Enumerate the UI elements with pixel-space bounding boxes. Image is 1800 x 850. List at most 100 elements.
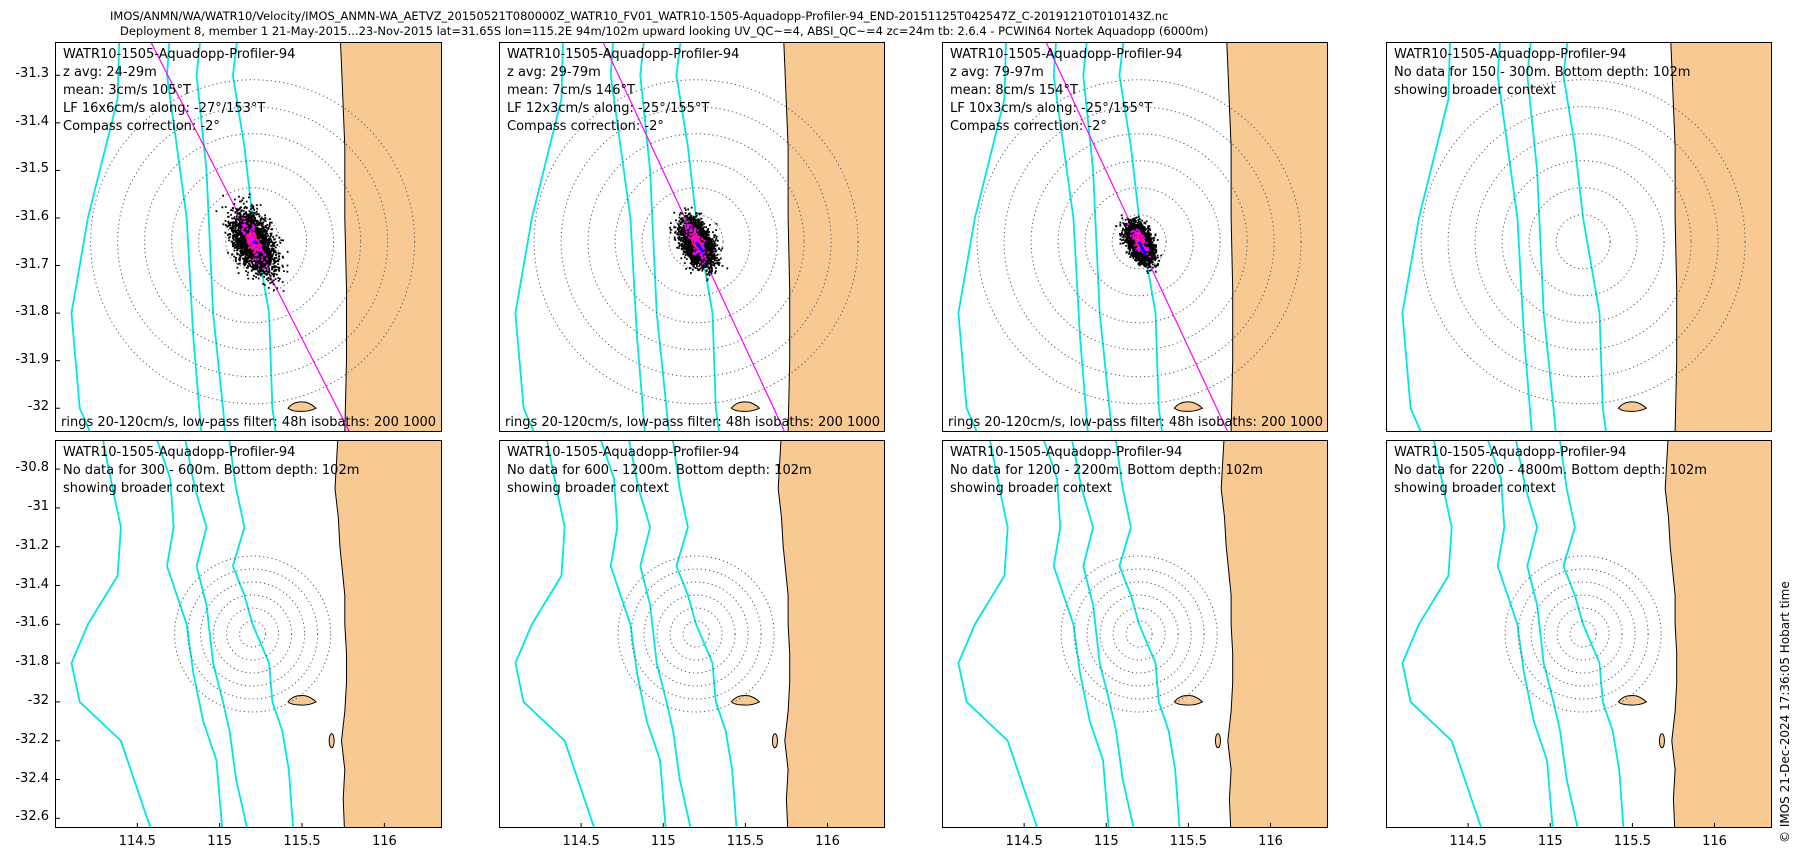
island-rottnest <box>1173 401 1204 412</box>
chart-panel-2: WATR10-1505-Aquadopp-Profiler-94 z avg: 2… <box>499 42 885 432</box>
speed-ring-20 <box>1111 214 1167 270</box>
panel-info-line: showing broader context <box>1394 83 1556 98</box>
isobath-line-2 <box>1082 42 1113 432</box>
panel-info-line: No data for 600 - 1200m. Bottom depth: 1… <box>507 463 812 478</box>
land-mass <box>777 440 885 828</box>
chart-panel-1: WATR10-1505-Aquadopp-Profiler-94 z avg: 2… <box>55 42 442 432</box>
speed-ring-100 <box>630 568 762 700</box>
speed-ring-100 <box>187 568 319 700</box>
isobath-line-2 <box>639 42 670 432</box>
speed-ring-60 <box>1099 594 1179 674</box>
isobath-line-3 <box>609 42 646 432</box>
y-tick-label: -31.8 <box>15 304 49 320</box>
isobath-line-2 <box>184 440 249 828</box>
y-tick-label: -32.4 <box>15 770 49 786</box>
mean-vector <box>252 240 259 245</box>
isobath-line-2 <box>1526 42 1557 432</box>
chart-panel-4: WATR10-1505-Aquadopp-Profiler-94 No data … <box>1386 42 1772 432</box>
panel-info-line: No data for 150 - 300m. Bottom depth: 10… <box>1394 65 1690 80</box>
panel-title: WATR10-1505-Aquadopp-Profiler-94 <box>950 47 1182 62</box>
speed-ring-40 <box>669 607 723 661</box>
isobath-line-4 <box>514 42 564 432</box>
speed-ring-20 <box>1569 620 1597 648</box>
panel-frame <box>499 440 885 828</box>
panel-info-line: mean: 8cm/s 154°T <box>950 83 1078 98</box>
panel-title: WATR10-1505-Aquadopp-Profiler-94 <box>1394 47 1626 62</box>
velocity-scatter <box>215 193 289 292</box>
panel-info-line: LF 10x3cm/s along: -25°/155°T <box>950 101 1152 116</box>
isobath-line-3 <box>166 42 203 432</box>
panel-info-line: mean: 7cm/s 146°T <box>507 83 635 98</box>
x-tick-label: 115 <box>207 834 233 849</box>
panel-info-line: z avg: 29-79m <box>507 65 601 80</box>
speed-ring-120 <box>90 79 416 405</box>
island-rottnest <box>730 401 761 412</box>
figure-title-path: IMOS/ANMN/WA/WATR10/Velocity/IMOS_ANMN-W… <box>110 9 1169 23</box>
panel-info-line: showing broader context <box>950 481 1112 496</box>
speed-ring-100 <box>1073 568 1205 700</box>
x-tick-label: 115.5 <box>283 834 321 849</box>
panel-title: WATR10-1505-Aquadopp-Profiler-94 <box>950 445 1182 460</box>
speed-ring-20 <box>239 620 267 648</box>
speed-ring-40 <box>226 607 280 661</box>
mean-vector <box>694 240 705 254</box>
island-rottnest <box>287 695 317 706</box>
speed-ring-120 <box>1420 79 1746 405</box>
speed-ring-60 <box>1057 160 1221 324</box>
y-tick-label: -31.5 <box>15 161 49 177</box>
panel-info-line: z avg: 24-29m <box>63 65 157 80</box>
y-tick-label: -31.6 <box>15 208 49 224</box>
x-tick-label: 114.5 <box>1005 834 1043 849</box>
speed-ring-100 <box>1517 568 1649 700</box>
panel-title: WATR10-1505-Aquadopp-Profiler-94 <box>63 445 295 460</box>
x-tick-label: 116 <box>1702 834 1727 849</box>
lowpass-points <box>1127 223 1151 258</box>
land-mass <box>1670 42 1772 432</box>
x-tick-label: 115 <box>650 834 676 849</box>
land-mass <box>1226 42 1328 432</box>
isobath-line-2 <box>1515 440 1579 828</box>
island-garden <box>771 733 778 749</box>
island-rottnest <box>1617 401 1648 412</box>
isobath-line-1 <box>1118 42 1164 432</box>
x-tick-label: 115 <box>1537 834 1563 849</box>
isobath-line-3 <box>1496 42 1533 432</box>
speed-ring-80 <box>1086 581 1192 687</box>
speed-ring-80 <box>1530 581 1636 687</box>
land-mass <box>340 42 442 432</box>
speed-ring-20 <box>682 620 710 648</box>
chart-panel-6: WATR10-1505-Aquadopp-Profiler-94 No data … <box>499 440 885 828</box>
isobath-line-4 <box>957 42 1007 432</box>
chart-panel-8: WATR10-1505-Aquadopp-Profiler-94 No data … <box>1386 440 1772 828</box>
speed-ring-120 <box>1504 555 1662 713</box>
speed-ring-40 <box>641 187 751 297</box>
island-rottnest <box>287 401 317 412</box>
speed-ring-40 <box>1112 607 1166 661</box>
x-tick-label: 115 <box>1093 834 1119 849</box>
panel-footer: rings 20-120cm/s, low-pass filter: 48h i… <box>505 415 885 430</box>
speed-ring-80 <box>587 133 805 351</box>
x-tick-label: 114.5 <box>118 834 156 849</box>
x-tick-label: 115.5 <box>1169 834 1207 849</box>
speed-ring-80 <box>1474 133 1692 351</box>
figure-subtitle: Deployment 8, member 1 21-May-2015...23-… <box>120 24 1209 38</box>
isobath-line-4 <box>514 440 596 828</box>
land-mass <box>783 42 885 432</box>
panel-info-line: LF 12x3cm/s along: -25°/155°T <box>507 101 709 116</box>
y-tick-label: -31.3 <box>15 66 49 82</box>
y-tick-label: -31 <box>27 498 49 514</box>
island-garden <box>328 733 335 749</box>
y-tick-label: -31.4 <box>15 113 49 129</box>
copyright-label: © IMOS 21-Dec-2024 17:36:05 Hobart time <box>1778 581 1792 843</box>
speed-ring-20 <box>1555 214 1611 270</box>
speed-ring-40 <box>198 187 308 297</box>
x-tick-label: 115.5 <box>1613 834 1651 849</box>
isobath-line-1 <box>675 42 721 432</box>
speed-ring-100 <box>117 106 389 378</box>
land-mass <box>1664 440 1772 828</box>
isobath-line-3 <box>1052 42 1089 432</box>
x-tick-label: 114.5 <box>1449 834 1487 849</box>
y-tick-label: -31.8 <box>15 654 49 670</box>
speed-ring-60 <box>656 594 736 674</box>
speed-ring-60 <box>171 160 335 324</box>
